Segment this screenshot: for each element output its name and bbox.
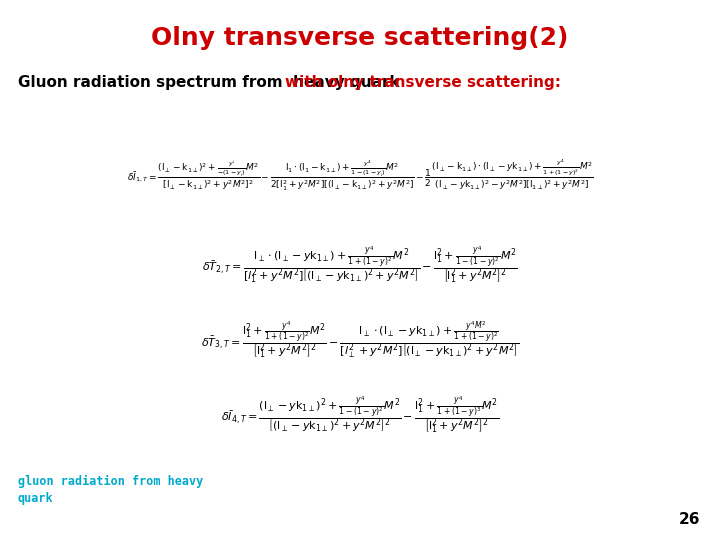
- Text: $\delta\bar{T}_{2,T} = \dfrac{\mathrm{l}_{\perp}\cdot(\mathrm{l}_{\perp} - y\mat: $\delta\bar{T}_{2,T} = \dfrac{\mathrm{l}…: [202, 245, 518, 285]
- Text: Gluon radiation spectrum from  heavy quark: Gluon radiation spectrum from heavy quar…: [18, 75, 405, 90]
- Text: gluon radiation from heavy
quark: gluon radiation from heavy quark: [18, 475, 203, 505]
- Text: $\delta\bar{I}_{4,T} = \dfrac{(\mathrm{l}_{\perp} - y\mathrm{k}_{1\perp})^2 + \f: $\delta\bar{I}_{4,T} = \dfrac{(\mathrm{l…: [221, 395, 499, 435]
- Text: 26: 26: [678, 512, 700, 528]
- Text: with olny transverse scattering:: with olny transverse scattering:: [284, 75, 561, 90]
- Text: $\delta\bar{I}_{1,T} = \dfrac{(\mathrm{l}_{\perp} - \mathrm{k}_{1\perp})^2 + \fr: $\delta\bar{I}_{1,T} = \dfrac{(\mathrm{l…: [127, 158, 593, 193]
- Text: $\delta\bar{T}_{3,T} = \dfrac{\mathrm{l}_1^2 + \frac{y^4}{1+(1-y)^2}M^2}{\left[\: $\delta\bar{T}_{3,T} = \dfrac{\mathrm{l}…: [201, 320, 519, 360]
- Text: Olny transverse scattering(2): Olny transverse scattering(2): [151, 26, 569, 50]
